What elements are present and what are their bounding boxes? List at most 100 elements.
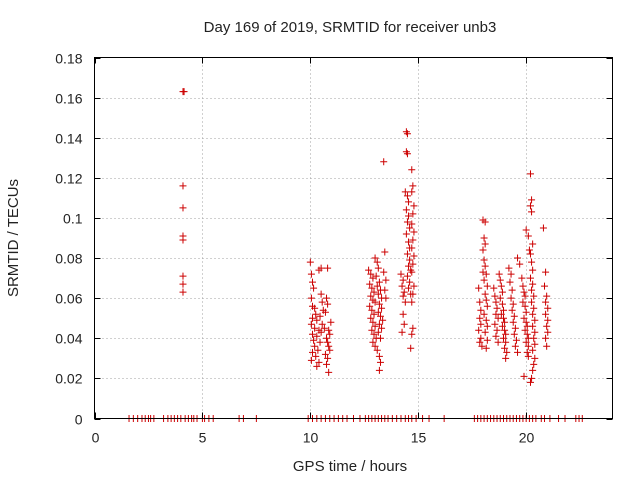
data-point [402,230,410,238]
data-point [477,334,485,342]
data-point [528,374,536,382]
data-point [324,264,332,272]
data-point [373,282,381,290]
data-point [406,224,414,232]
data-point [179,272,187,280]
data-point [400,288,408,296]
data-point [313,316,321,324]
data-point [405,284,413,292]
data-point [529,240,537,248]
data-point [382,294,390,302]
data-point [543,342,551,350]
data-point [541,282,549,290]
data-point [367,292,375,300]
y-tick-label: 0.02 [55,371,82,387]
data-point [482,344,490,352]
data-point [375,320,383,328]
data-point [493,326,501,334]
data-point [519,282,527,290]
data-point [521,292,529,300]
data-point [507,294,515,302]
data-point [399,292,407,300]
data-point [493,304,501,312]
y-axis-title: SRMTID / TECUs [5,179,22,297]
data-point [325,368,333,376]
data-point [477,306,485,314]
y-tick-label: 0.1 [63,211,83,227]
data-point [410,282,418,290]
data-point [403,272,411,280]
data-point [313,332,321,340]
data-point [376,358,384,366]
data-point [476,314,484,322]
y-tick-label: 0.18 [55,51,82,67]
data-point [508,286,516,294]
data-point [380,268,388,276]
x-axis-title: GPS time / hours [293,458,407,475]
data-point [530,304,538,312]
axis-ticks [94,57,613,420]
data-point [481,290,489,298]
data-point [179,182,187,190]
data-point [371,342,379,350]
data-point [179,236,187,244]
data-point [525,246,533,254]
data-point [374,328,382,336]
data-point [477,320,485,328]
y-tick-label: 0.08 [55,251,82,267]
data-point [542,310,550,318]
data-points [125,88,586,422]
data-point [326,346,334,354]
data-point [316,312,324,320]
data-point [519,298,527,306]
data-point [375,278,383,286]
data-point [405,198,413,206]
data-point [312,310,320,318]
data-point [315,358,323,366]
data-point [481,328,489,336]
data-point [323,294,331,302]
data-point [542,334,550,342]
data-point [479,246,487,254]
data-point [308,278,316,286]
data-point [514,254,522,262]
data-point [323,334,331,342]
data-point [408,268,416,276]
data-point [495,270,503,278]
data-point [500,306,508,314]
data-point [409,324,417,332]
data-point [480,234,488,242]
data-point [409,260,417,268]
data-point [526,202,534,210]
data-point [408,166,416,174]
data-point [543,322,551,330]
data-point [371,322,379,330]
grid-lines [94,57,613,419]
data-point [307,356,315,364]
data-point [494,338,502,346]
data-point [381,286,389,294]
data-point [476,338,484,346]
data-point [370,310,378,318]
data-point [496,294,504,302]
data-point [374,308,382,316]
data-point [542,268,550,276]
data-point [511,324,519,332]
data-point [522,226,530,234]
data-point [308,348,316,356]
data-point [529,266,537,274]
data-point [180,88,188,96]
data-point [544,328,552,336]
data-point [526,378,534,386]
data-point [321,308,329,316]
data-point [480,256,488,264]
data-point [408,244,416,252]
data-point [483,302,491,310]
data-point [505,264,513,272]
data-point [498,288,506,296]
data-point [311,324,319,332]
data-point [403,192,411,200]
data-point [475,284,483,292]
data-point [520,314,528,322]
